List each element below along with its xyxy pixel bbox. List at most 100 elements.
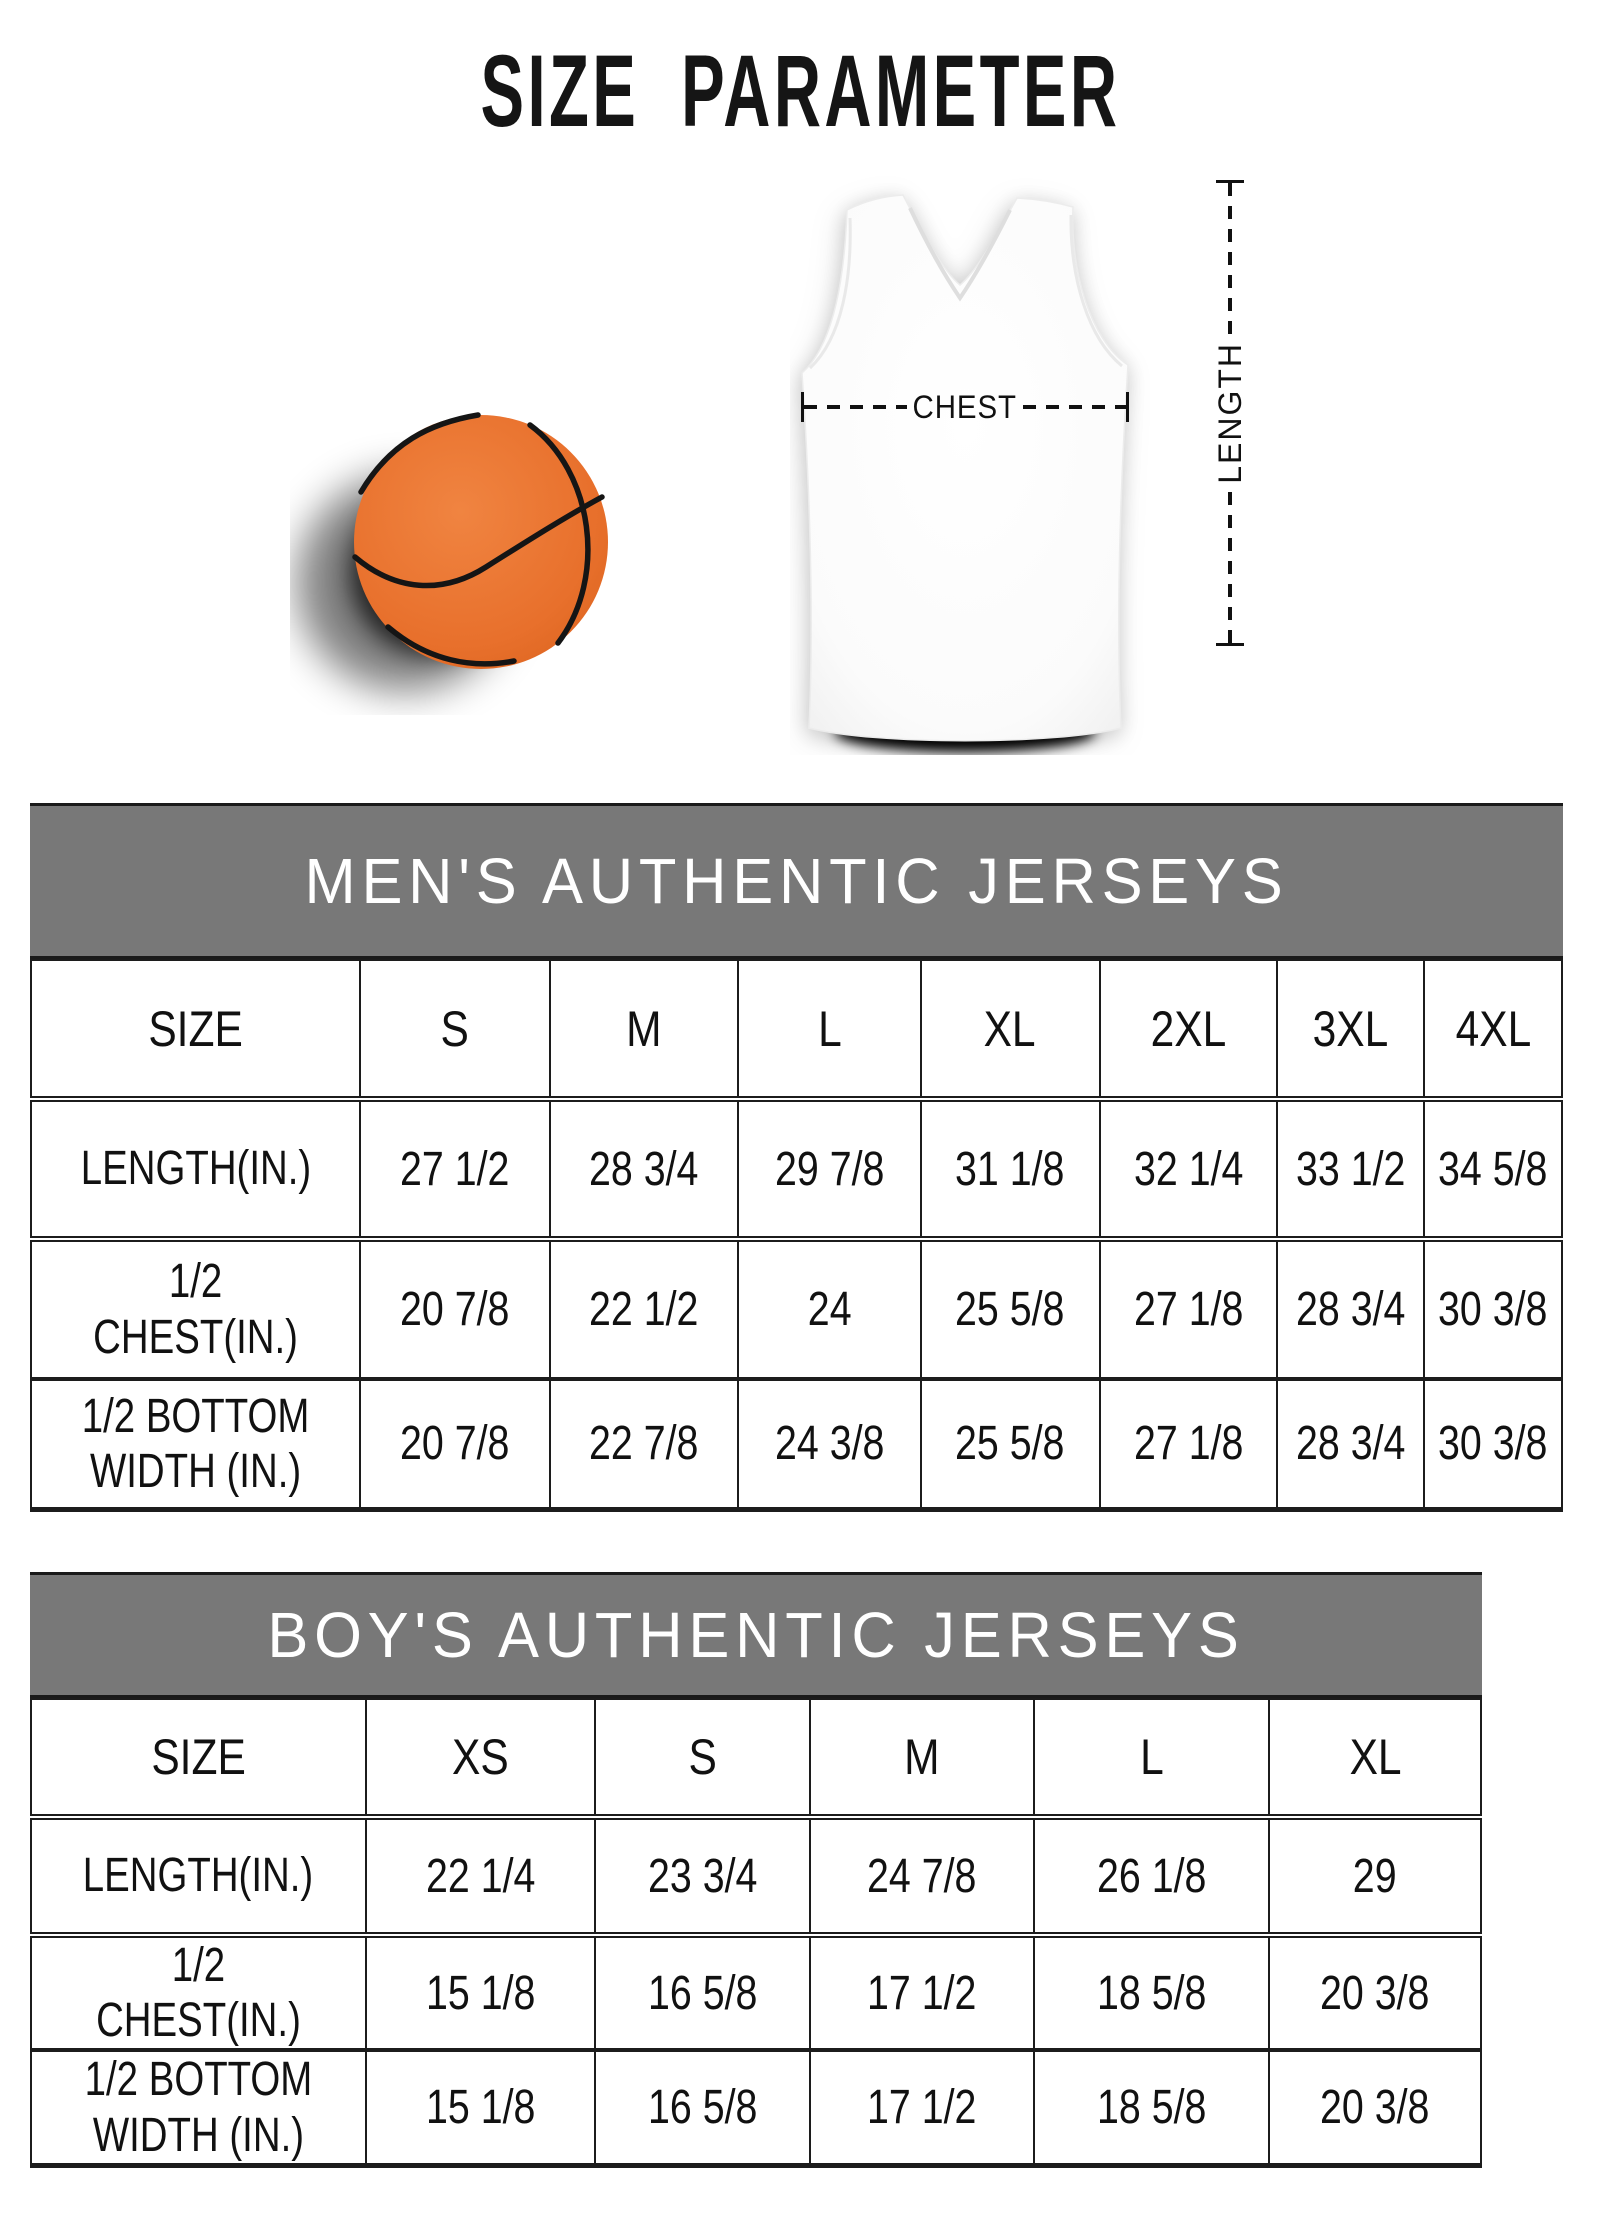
value-cell: 29	[1268, 1816, 1482, 1938]
value: 29 7/8	[774, 1142, 885, 1196]
value: 20 7/8	[400, 1417, 510, 1471]
table-title-bar: MEN'S AUTHENTIC JERSEYS	[30, 803, 1563, 959]
table-title: MEN'S AUTHENTIC JERSEYS	[304, 845, 1289, 917]
row-label: LENGTH(IN.)	[83, 1849, 314, 1903]
value: 22 7/8	[589, 1417, 699, 1471]
value-cell: 25 5/8	[919, 1377, 1101, 1510]
measure-endcap-bottom	[1216, 643, 1244, 647]
jersey-body	[801, 194, 1129, 742]
value: 29	[1353, 1849, 1398, 1903]
row-label: 1/2 BOTTOM WIDTH (IN.)	[84, 2053, 313, 2162]
column-header-cell: 4XL	[1423, 959, 1563, 1102]
value: 18 5/8	[1097, 2081, 1207, 2135]
value-cell: 20 3/8	[1268, 2048, 1482, 2167]
size-chart-table: SIZE XS S M L XL LENGTH(IN.) 22 1/4 23 3/4 24 7/8…	[30, 1698, 1482, 2168]
size-header-label: SIZE	[148, 1000, 243, 1057]
value-cell: 23 3/4	[594, 1816, 811, 1938]
value: 30 3/8	[1438, 1283, 1548, 1336]
column-header-label: XL	[1349, 1729, 1402, 1785]
dashed-line	[804, 405, 908, 409]
mens-size-table: MEN'S AUTHENTIC JERSEYS SIZE S M L XL 2XL 3XL 4X…	[29, 803, 1563, 1512]
dashed-line	[1022, 405, 1127, 409]
table-row: LENGTH(IN.) 27 1/2 28 3/4 29 7/8 31 1/8 32 1/…	[29, 1098, 1563, 1242]
value-cell: 28 3/4	[1276, 1238, 1426, 1380]
value-cell: 28 3/4	[1276, 1377, 1426, 1510]
value-cell: 22 1/4	[364, 1816, 597, 1938]
page-title: SIZE PARAMETER	[0, 34, 1600, 148]
row-label: 1/2 CHEST(IN.)	[93, 1255, 298, 1364]
value-cell: 30 3/8	[1423, 1377, 1563, 1510]
value: 30 3/8	[1438, 1417, 1548, 1471]
value: 32 1/4	[1133, 1142, 1244, 1196]
column-header-label: XL	[984, 1000, 1037, 1057]
value-cell: 16 5/8	[594, 2048, 811, 2167]
jersey-left-armhole-trim	[808, 217, 852, 370]
value-cell: 27 1/2	[359, 1098, 551, 1242]
dashed-line	[1228, 183, 1232, 335]
value-cell: 24 7/8	[808, 1816, 1036, 1938]
table-row: 1/2 BOTTOM WIDTH (IN.) 15 1/8 16 5/8 17 1/2…	[30, 2048, 1482, 2167]
column-header-cell: 2XL	[1098, 959, 1279, 1102]
value: 22 1/2	[589, 1283, 699, 1336]
value-cell: 26 1/8	[1033, 1816, 1271, 1938]
column-header-cell: L	[1033, 1698, 1271, 1820]
value: 24 3/8	[774, 1417, 885, 1471]
jersey-illustration	[801, 194, 1129, 752]
value-cell: 28 3/4	[548, 1098, 740, 1242]
table-row: 1/2 CHEST(IN.) 20 7/8 22 1/2 24 25 5/8 27 1/8…	[29, 1238, 1563, 1380]
value: 25 5/8	[955, 1417, 1065, 1471]
value-cell: 22 7/8	[548, 1377, 740, 1510]
measure-endcap-right	[1126, 392, 1130, 422]
size-header-cell: SIZE	[30, 1698, 367, 1820]
value: 28 3/4	[1295, 1417, 1406, 1471]
row-label-cell: LENGTH(IN.)	[29, 1098, 362, 1242]
column-header-label: 3XL	[1312, 1000, 1389, 1057]
column-header-cell: XL	[1268, 1698, 1482, 1820]
value: 28 3/4	[1295, 1283, 1406, 1336]
value-cell: 18 5/8	[1033, 2048, 1271, 2167]
table-row: 1/2 BOTTOM WIDTH (IN.) 20 7/8 22 7/8 24 3/8…	[29, 1377, 1563, 1510]
value-cell: 29 7/8	[737, 1098, 922, 1242]
value-cell: 15 1/8	[364, 1933, 597, 2052]
value-cell: 24	[737, 1238, 922, 1380]
chest-measure-line: CHEST	[801, 388, 1130, 425]
jersey-collar-trim	[908, 207, 1012, 302]
ball-body	[354, 415, 608, 669]
chest-label: CHEST	[912, 388, 1018, 425]
length-measure-line: LENGTH	[1212, 180, 1248, 647]
column-header-label: XS	[452, 1729, 509, 1785]
value: 28 3/4	[589, 1142, 699, 1196]
value-cell: 16 5/8	[594, 1933, 811, 2052]
value-cell: 34 5/8	[1423, 1098, 1563, 1242]
value-cell: 25 5/8	[919, 1238, 1101, 1380]
size-chart-table: SIZE S M L XL 2XL 3XL 4XL LENGTH(IN.) 27 1/2 28 3/…	[29, 959, 1563, 1512]
value: 16 5/8	[647, 2081, 758, 2135]
jersey-right-armhole-trim	[1069, 214, 1123, 368]
column-header-label: S	[688, 1729, 717, 1785]
value: 15 1/8	[425, 1966, 536, 2020]
row-label-cell: 1/2 CHEST(IN.)	[30, 1933, 367, 2052]
value-cell: 24 3/8	[737, 1377, 922, 1510]
value: 25 5/8	[955, 1283, 1065, 1336]
basketball-illustration	[297, 412, 608, 691]
row-label-cell: 1/2 BOTTOM WIDTH (IN.)	[30, 2048, 367, 2167]
column-header-cell: XS	[364, 1698, 597, 1820]
value: 16 5/8	[647, 1966, 758, 2020]
value-cell: 15 1/8	[364, 2048, 597, 2167]
column-header-cell: L	[737, 959, 922, 1102]
value: 23 3/4	[647, 1849, 758, 1903]
value: 20 3/8	[1320, 1966, 1430, 2020]
dashed-line	[1228, 491, 1232, 644]
size-header-cell: SIZE	[29, 959, 362, 1102]
size-header-label: SIZE	[151, 1729, 246, 1785]
value-cell: 31 1/8	[919, 1098, 1101, 1242]
measure-endcap-left	[801, 392, 804, 422]
row-label-cell: 1/2 CHEST(IN.)	[29, 1238, 362, 1380]
value-cell: 18 5/8	[1033, 1933, 1271, 2052]
value: 24 7/8	[867, 1849, 977, 1903]
column-header-label: S	[440, 1000, 470, 1057]
table-title: BOY'S AUTHENTIC JERSEYS	[267, 1599, 1245, 1671]
column-header-label: L	[1139, 1729, 1164, 1785]
value: 17 1/2	[867, 1966, 977, 2020]
